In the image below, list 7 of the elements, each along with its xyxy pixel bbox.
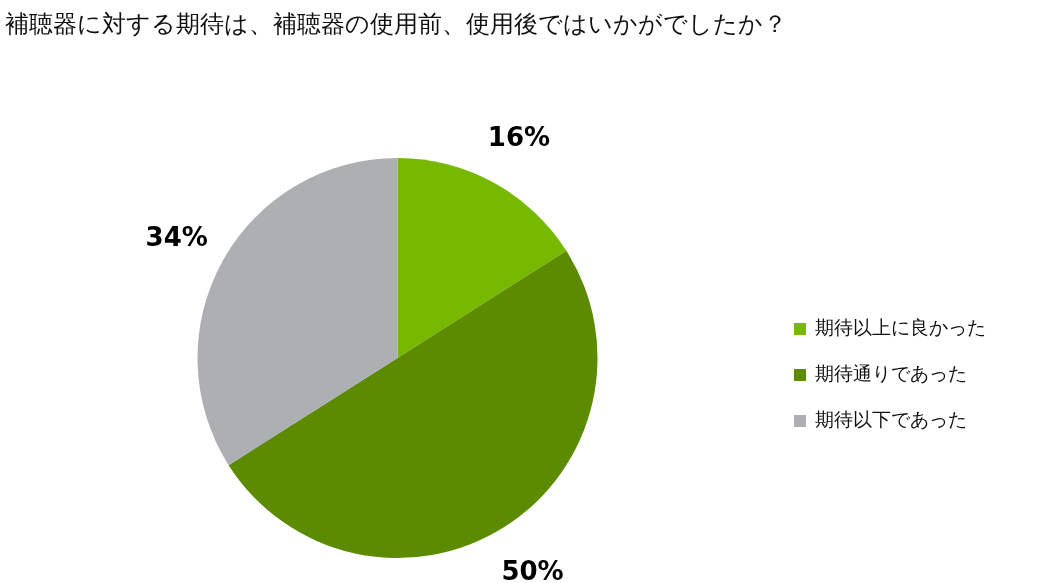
data-label: 34% xyxy=(145,221,208,252)
chart-title: 補聴器に対する期待は、補聴器の使用前、使用後ではいかがでしたか？ xyxy=(4,9,787,38)
data-label: 50% xyxy=(501,555,564,583)
legend-label: 期待通りであった xyxy=(815,361,967,386)
legend-label: 期待以下であった xyxy=(815,407,967,432)
data-label: 16% xyxy=(487,122,551,153)
legend-label: 期待以上に良かった xyxy=(815,315,986,340)
